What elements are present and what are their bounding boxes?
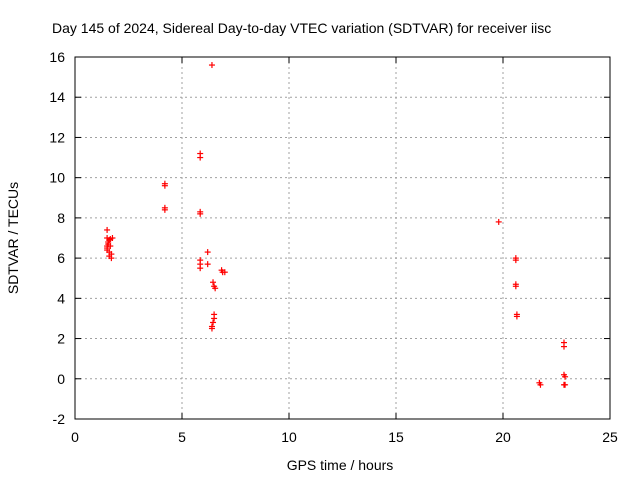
x-tick-label: 15 [388, 429, 404, 445]
axis-ticks [74, 56, 611, 420]
data-point [512, 283, 519, 290]
data-point [560, 343, 567, 350]
data-point [562, 373, 569, 380]
data-point [204, 249, 211, 256]
y-tick-label: 12 [49, 129, 65, 145]
data-point [107, 236, 114, 243]
data-point [210, 279, 217, 286]
data-point [208, 325, 215, 332]
x-tick-label: 0 [71, 429, 79, 445]
data-point [197, 265, 204, 272]
data-point [208, 62, 215, 69]
data-point [106, 237, 113, 244]
y-tick-label: 6 [57, 250, 65, 266]
y-axis-label: SDTVAR / TECUs [5, 182, 21, 294]
plot-frame [74, 56, 611, 420]
y-tick-label: 10 [49, 170, 65, 186]
data-point [104, 245, 111, 252]
y-tick-label: 4 [57, 290, 65, 306]
data-point [513, 313, 520, 320]
data-point [212, 285, 219, 292]
data-point [105, 241, 112, 248]
grid-lines [75, 57, 610, 419]
data-point [512, 257, 519, 264]
data-point [204, 261, 211, 268]
x-tick-label: 20 [495, 429, 511, 445]
y-tick-label: -2 [53, 411, 66, 427]
y-tick-label: 8 [57, 210, 65, 226]
y-tick-label: 16 [49, 49, 65, 65]
x-tick-label: 25 [602, 429, 618, 445]
data-point [197, 210, 204, 217]
chart-title: Day 145 of 2024, Sidereal Day-to-day VTE… [52, 20, 551, 36]
x-tick-label: 10 [281, 429, 297, 445]
data-point [197, 154, 204, 161]
data-point [495, 218, 502, 225]
data-points [104, 62, 569, 388]
y-tick-labels: -2 0 2 4 6 8 10 12 14 16 [49, 49, 65, 427]
y-tick-label: 14 [49, 89, 65, 105]
y-tick-label: 2 [57, 331, 65, 347]
data-point [211, 315, 218, 322]
data-point [108, 255, 115, 262]
y-tick-label: 0 [57, 371, 65, 387]
data-point [104, 226, 111, 233]
data-point [221, 269, 228, 276]
data-point [562, 381, 569, 388]
data-point [161, 182, 168, 189]
x-tick-label: 5 [178, 429, 186, 445]
data-point [537, 381, 544, 388]
data-point [210, 319, 217, 326]
x-tick-labels: 0 5 10 15 20 25 [71, 429, 618, 445]
data-point [161, 206, 168, 213]
x-axis-label: GPS time / hours [287, 457, 394, 473]
